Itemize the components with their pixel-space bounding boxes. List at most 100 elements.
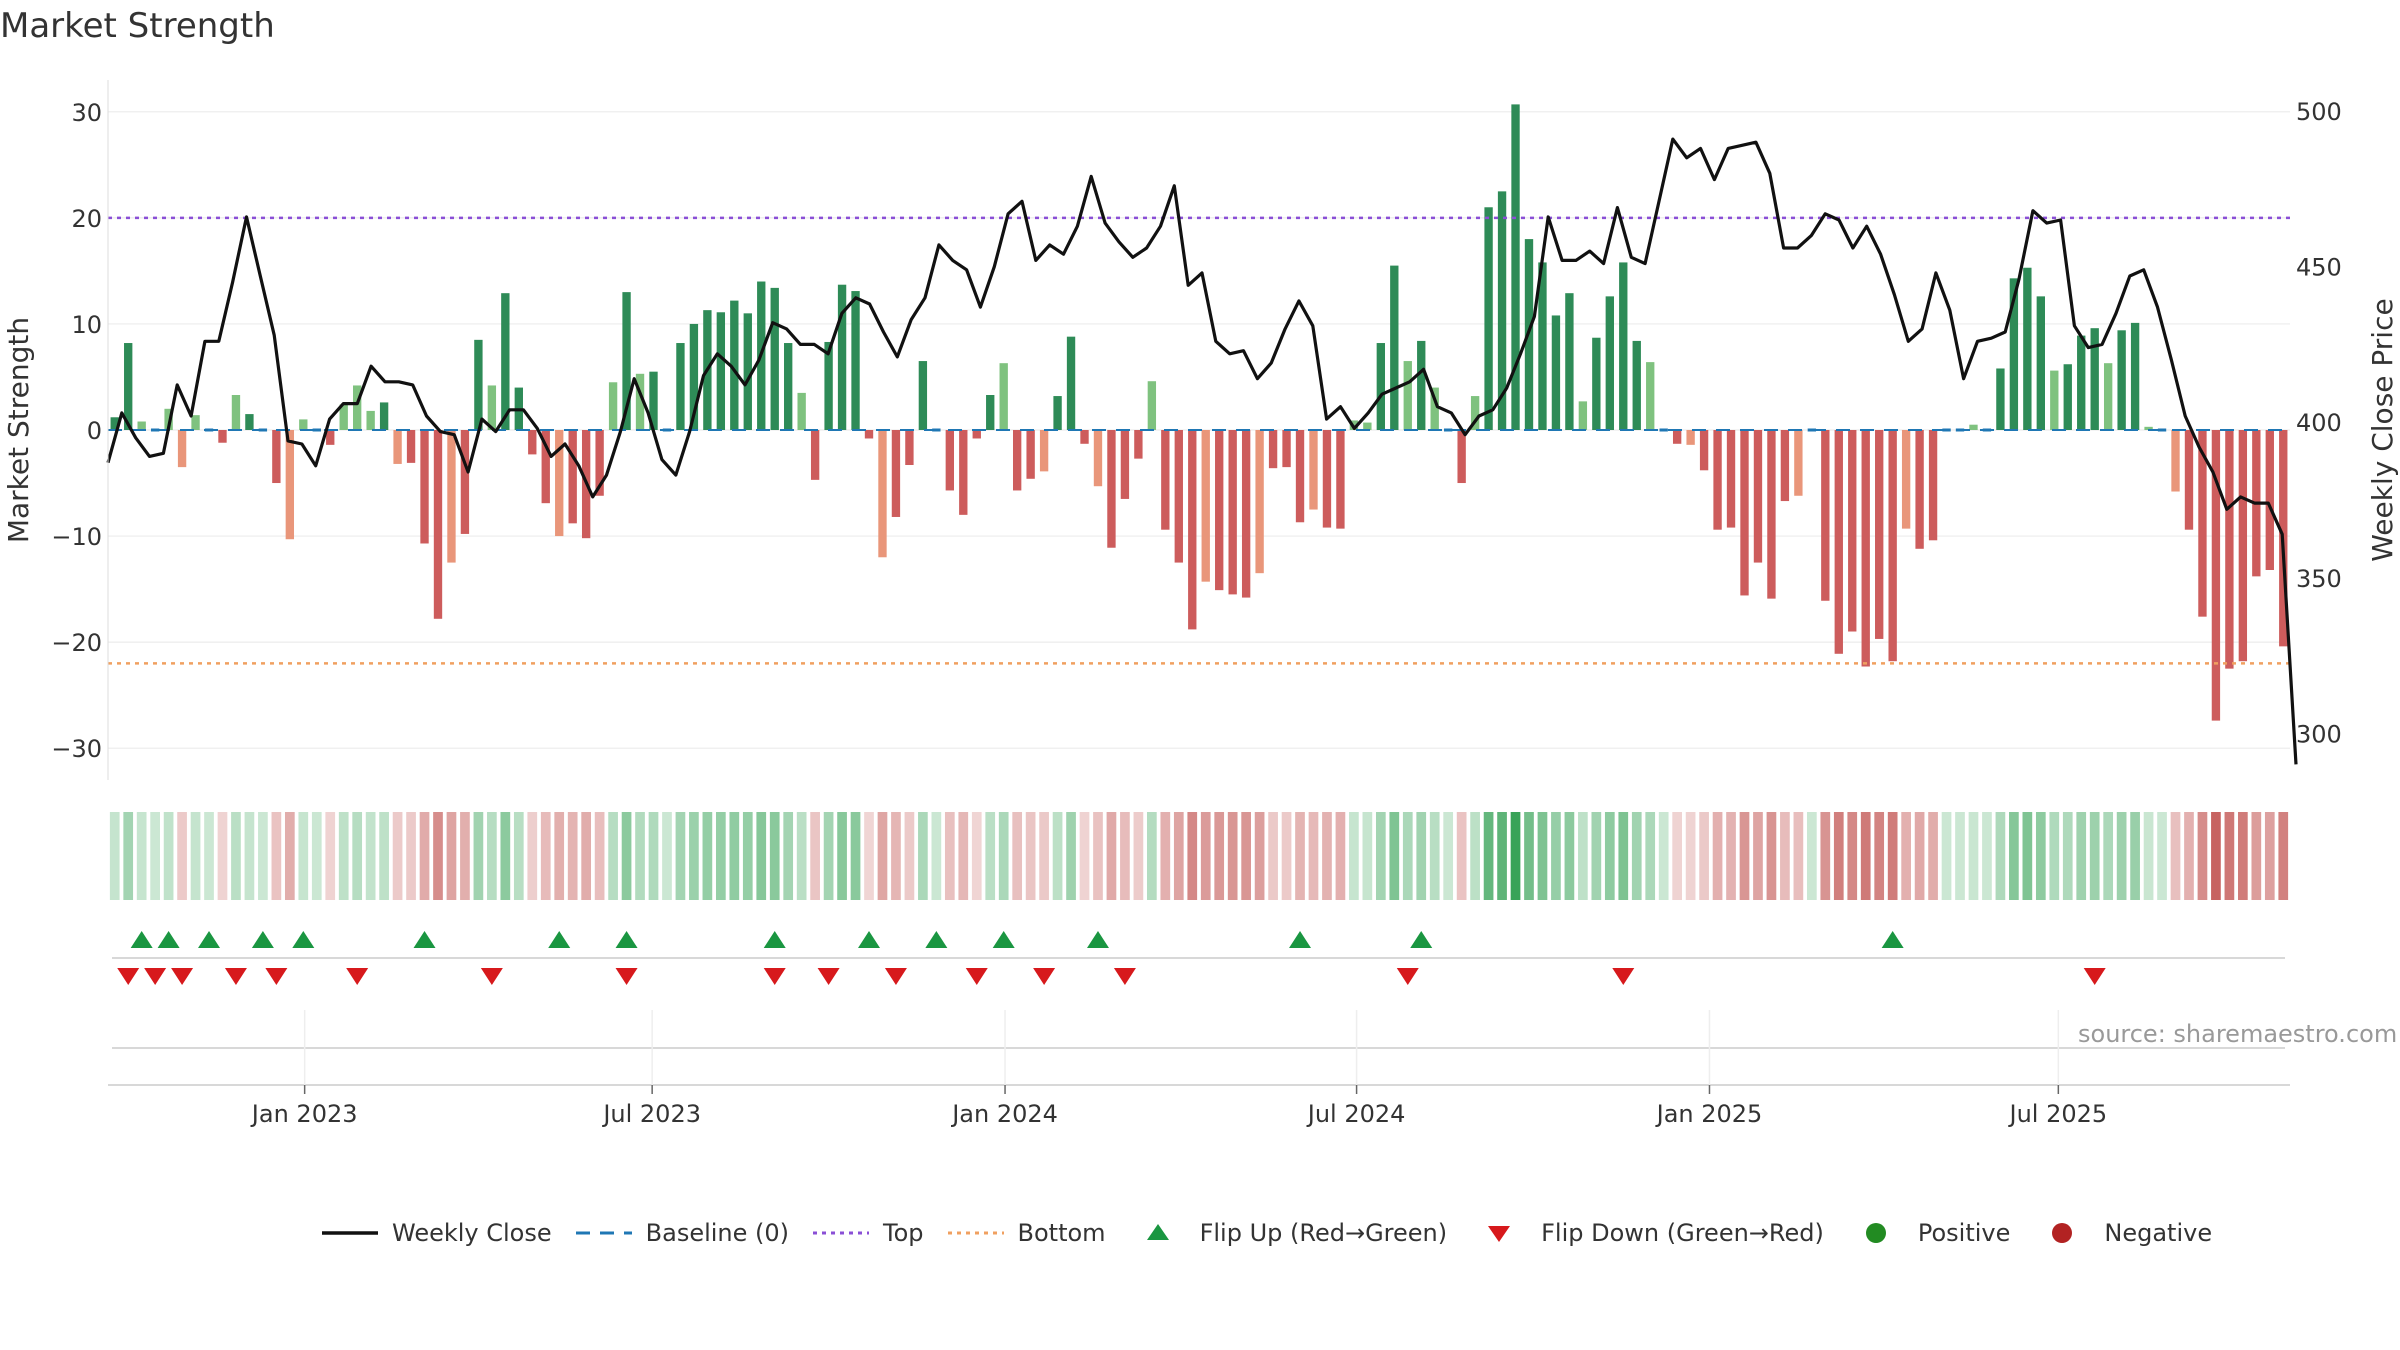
heat-cell <box>1739 812 1750 900</box>
heat-cell <box>1497 812 1507 900</box>
strength-bar <box>1861 430 1870 667</box>
strength-bar <box>2009 278 2019 430</box>
flip-up-marker <box>858 931 881 948</box>
heat-cell <box>1443 812 1454 900</box>
heat-cell <box>1214 812 1225 900</box>
strength-bar <box>1740 430 1749 596</box>
legend-item: Flip Down (Green→Red) <box>1469 1219 1824 1247</box>
strength-bar <box>918 361 928 430</box>
heat-cell <box>1160 812 1171 900</box>
flip-up-marker <box>992 931 1015 948</box>
strength-bar <box>150 428 160 432</box>
heat-cell <box>1308 812 1319 900</box>
axes: 30 20 10 0 −10 −20 −30 500 450 400 350 300 Market St… <box>2 80 2399 780</box>
heat-cell <box>2211 812 2221 900</box>
heat-cell <box>352 812 363 900</box>
strength-bar <box>1215 430 1224 591</box>
strength-bar <box>447 430 456 563</box>
heat-cell <box>2197 812 2208 900</box>
heat-cell <box>123 812 134 900</box>
heat-cell <box>877 812 888 900</box>
legend-label: Positive <box>1917 1219 2011 1247</box>
heat-cell <box>1456 812 1467 900</box>
legend-swatch-icon <box>2052 1223 2073 1243</box>
flip-down-marker <box>884 968 907 985</box>
heat-cell <box>2157 812 2167 900</box>
legend-swatch-icon <box>322 1231 378 1235</box>
strength-bar <box>2198 430 2207 617</box>
flip-down-marker <box>817 968 840 985</box>
flip-down-marker <box>346 968 369 985</box>
heat-cell <box>918 812 928 900</box>
heat-cell <box>1955 812 1965 900</box>
heat-cell <box>500 812 511 900</box>
heat-cell <box>1227 812 1238 900</box>
strength-bar <box>1026 430 1035 479</box>
left-tick-label: 0 <box>87 417 102 445</box>
strength-bar <box>1767 430 1776 599</box>
strength-bar <box>1901 430 1911 529</box>
right-tick-label: 400 <box>2296 409 2342 437</box>
strength-bar <box>1080 430 1089 444</box>
strength-bar <box>1672 430 1682 444</box>
heat-cell <box>136 812 147 900</box>
heat-cell <box>1793 812 1804 900</box>
strength-bar <box>1686 430 1695 445</box>
strength-bar <box>2023 267 2032 430</box>
legend-item: Bottom <box>946 1219 1106 1247</box>
strength-bar <box>2050 370 2059 430</box>
heat-cell <box>823 812 834 900</box>
strength-bar <box>2036 296 2045 430</box>
strength-bar <box>1888 430 1897 662</box>
heat-cell <box>1349 812 1359 900</box>
heat-cell <box>702 812 713 900</box>
left-tick-label: −30 <box>51 735 102 763</box>
heat-cell <box>1968 812 1979 900</box>
heat-cell <box>298 812 309 900</box>
heat-cell <box>2035 812 2046 900</box>
left-tick-label: −10 <box>51 523 102 551</box>
strength-bar <box>2090 328 2099 430</box>
strength-bar <box>2157 428 2167 432</box>
right-axis-label: Weekly Close Price <box>2366 298 2399 561</box>
strength-bar <box>326 430 335 445</box>
strength-bar <box>824 341 833 430</box>
flip-down-marker <box>2083 968 2106 985</box>
strength-bar <box>945 430 954 491</box>
strength-bar <box>1417 340 1426 430</box>
strength-bar <box>1309 430 1318 510</box>
heat-cell <box>217 812 228 900</box>
heat-cell <box>2062 812 2073 900</box>
right-tick-label: 500 <box>2296 98 2342 126</box>
legend-item: Negative <box>2032 1219 2212 1247</box>
strength-bar <box>905 430 914 465</box>
strength-bar <box>2077 335 2086 430</box>
flip-up-marker <box>130 931 153 948</box>
heat-cell <box>1672 812 1683 900</box>
heat-cell <box>1147 812 1157 900</box>
legend-circle <box>2052 1223 2073 1243</box>
flip-down-marker <box>965 968 988 985</box>
legend-item: Baseline (0) <box>574 1219 789 1247</box>
strength-bar <box>177 430 187 468</box>
heat-cell <box>2238 812 2248 900</box>
x-axis: Jan 2023 Jul 2023 Jan 2024 Jul 2024 Jan 2025… <box>108 1010 2290 1128</box>
strength-bar <box>568 430 577 524</box>
heat-cell <box>1578 812 1588 900</box>
heat-cell <box>1766 812 1777 900</box>
flip-up-marker <box>1289 931 1312 948</box>
strength-bar <box>1794 430 1803 496</box>
left-tick-label: 30 <box>71 99 102 127</box>
heat-cell <box>985 812 996 900</box>
strength-bar <box>2171 430 2180 492</box>
strength-bar <box>1915 430 1924 549</box>
heat-cell <box>2009 812 2019 900</box>
strength-bar <box>1592 337 1601 430</box>
strength-bar <box>2117 330 2126 430</box>
strength-bar <box>272 430 281 484</box>
heat-cell <box>1685 812 1696 900</box>
heat-cell <box>931 812 942 900</box>
strength-bar <box>1659 428 1668 432</box>
heat-cell <box>2116 812 2127 900</box>
heat-cell <box>567 812 578 900</box>
